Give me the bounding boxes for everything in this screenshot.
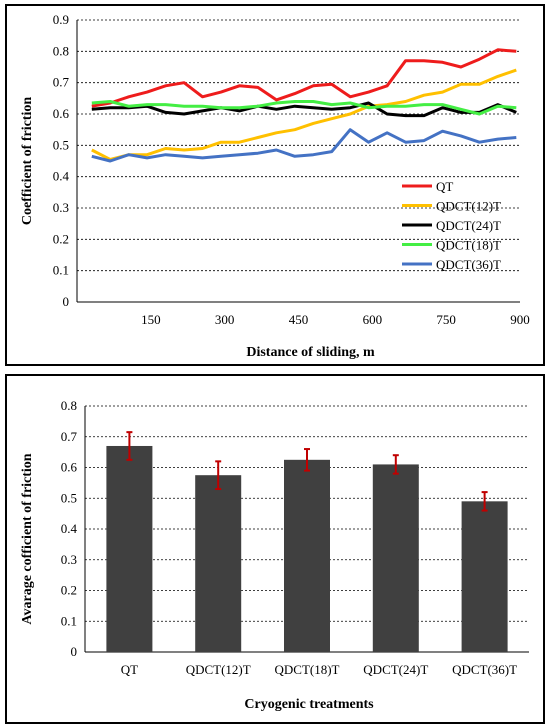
x-tick-label: 750 (436, 312, 456, 327)
x-axis-title: Distance of sliding, m (246, 345, 375, 360)
x-tick-label: QDCT(24)T (363, 662, 428, 677)
x-tick-label: 450 (289, 312, 309, 327)
series-line-qdct-12-t (91, 68, 517, 161)
bar-qdct-24-t (372, 464, 419, 652)
y-tick-label: 0.8 (53, 43, 69, 58)
bar-qdct-18-t (284, 459, 330, 652)
y-tick-label: 0.5 (61, 490, 77, 505)
series-line-qdct-36-t (91, 128, 517, 163)
y-tick-label: 0.1 (61, 613, 77, 628)
x-tick-label: 900 (510, 312, 530, 327)
legend-label-qdct-12-t: QDCT(12)T (436, 199, 501, 214)
x-tick-label: QT (121, 662, 138, 677)
legend-label-qdct-24-t: QDCT(24)T (436, 218, 501, 233)
x-tick-label: QDCT(36)T (452, 662, 517, 677)
legend-label-qdct-36-t: QDCT(36)T (436, 257, 501, 272)
bar-qdct-36-t (461, 501, 508, 652)
bar-qdct-12-t (195, 475, 242, 652)
y-tick-label: 0.2 (61, 583, 77, 598)
y-tick-label: 0.2 (53, 231, 69, 246)
x-tick-label: 600 (363, 312, 383, 327)
y-tick-label: 0.4 (53, 169, 70, 184)
y-axis-title: Coefficient of friction (20, 97, 35, 225)
y-axis-title: Avarage cofficient of friction (20, 453, 35, 624)
x-axis-title: Cryogenic treatments (244, 697, 374, 712)
bar-chart: 0 0.1 0.2 0.3 0.4 0.5 0.6 0.7 0.8 QT QDCT(12)T QDCT… (20, 398, 529, 712)
y-tick-label: 0.1 (53, 263, 69, 278)
series-line-qdct-18-t (91, 100, 517, 116)
line-chart: 0 0.1 0.2 0.3 0.4 0.5 0.6 0.7 0.8 0.9 150 300 450 600… (20, 12, 530, 360)
bar-qt (106, 445, 153, 652)
legend-label-qdct-18-t: QDCT(18)T (436, 238, 501, 253)
x-tick-label: QDCT(12)T (186, 662, 251, 677)
series-line-qt (91, 48, 517, 108)
y-tick-label: 0.9 (53, 12, 69, 27)
y-tick-label: 0.6 (53, 106, 70, 121)
legend-label-qt: QT (436, 179, 453, 194)
y-tick-label: 0.3 (53, 200, 69, 215)
y-tick-label: 0 (63, 294, 70, 309)
y-tick-label: 0.4 (61, 521, 78, 536)
line-chart-panel: 0 0.1 0.2 0.3 0.4 0.5 0.6 0.7 0.8 0.9 150 300 450 600… (5, 4, 545, 366)
y-tick-label: 0.6 (61, 460, 78, 475)
x-tick-label: 300 (215, 312, 235, 327)
y-tick-label: 0.7 (61, 429, 78, 444)
y-tick-label: 0.8 (61, 398, 77, 413)
x-tick-label: 150 (141, 312, 161, 327)
series-line-qdct-24-t (91, 101, 517, 118)
y-tick-label: 0.5 (53, 137, 69, 152)
x-tick-label: QDCT(18)T (275, 662, 340, 677)
y-tick-label: 0.7 (53, 75, 70, 90)
bar-chart-panel: 0 0.1 0.2 0.3 0.4 0.5 0.6 0.7 0.8 QT QDCT(12)T QDCT… (5, 374, 545, 724)
y-tick-label: 0.3 (61, 552, 77, 567)
y-tick-label: 0 (71, 644, 78, 659)
